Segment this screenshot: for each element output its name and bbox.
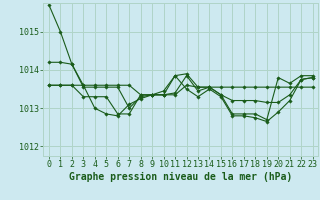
- X-axis label: Graphe pression niveau de la mer (hPa): Graphe pression niveau de la mer (hPa): [69, 172, 292, 182]
